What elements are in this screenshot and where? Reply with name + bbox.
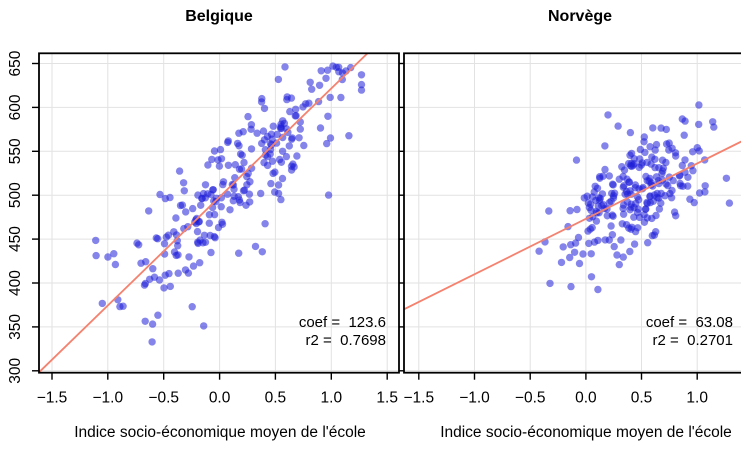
svg-text:0.0: 0.0: [209, 390, 231, 407]
svg-text:650: 650: [7, 50, 24, 76]
svg-text:450: 450: [7, 226, 24, 252]
plot-area: [39, 53, 369, 373]
panel-norvege: −1.5 −1.0 −0.5 0.0 0.5 1.0: [399, 52, 741, 407]
norvege-coef-annotation: coef = 63.08: [646, 314, 733, 331]
svg-text:−1.5: −1.5: [403, 390, 434, 407]
norvege-r2-annotation: r2 = 0.2701: [653, 332, 733, 349]
y-tick-labels: 300 350 400 450 500 550 600 650: [7, 50, 24, 384]
belgique-r2-annotation: r2 = 0.7698: [306, 332, 386, 349]
svg-text:1.0: 1.0: [686, 390, 708, 407]
svg-text:0.0: 0.0: [575, 390, 597, 407]
svg-text:−0.5: −0.5: [148, 390, 179, 407]
belgique-xaxis-label: Indice socio-économique moyen de l'école: [74, 424, 366, 441]
svg-text:400: 400: [7, 270, 24, 296]
svg-text:600: 600: [7, 94, 24, 120]
scatter-points: [535, 101, 734, 294]
svg-text:300: 300: [7, 357, 24, 383]
svg-text:500: 500: [7, 182, 24, 208]
panel-belgique-title: Belgique: [185, 8, 253, 25]
x-tick-labels: −1.5 −1.0 −0.5 0.0 0.5 1.0 1.5: [37, 390, 398, 407]
belgique-coef-annotation: coef = 123.6: [299, 314, 386, 331]
plot-frame: [403, 52, 741, 374]
svg-text:−1.0: −1.0: [92, 390, 123, 407]
svg-text:550: 550: [7, 138, 24, 164]
svg-text:1.0: 1.0: [321, 390, 343, 407]
svg-text:350: 350: [7, 314, 24, 340]
x-tick-labels: −1.5 −1.0 −0.5 0.0 0.5 1.0: [403, 390, 708, 407]
plot-frame: [38, 52, 400, 374]
svg-text:−1.5: −1.5: [37, 390, 68, 407]
svg-text:−1.0: −1.0: [459, 390, 490, 407]
regression-line: [404, 140, 741, 311]
svg-text:0.5: 0.5: [631, 390, 653, 407]
scatter-points: [92, 62, 366, 346]
regression-line: [39, 53, 369, 373]
svg-text:−0.5: −0.5: [515, 390, 546, 407]
axis-ticks: [32, 62, 388, 380]
plot-area: [404, 101, 741, 311]
norvege-xaxis-label: Indice socio-économique moyen de l'école: [440, 424, 732, 441]
panel-norvege-title: Norvège: [548, 8, 612, 25]
panel-belgique: −1.5 −1.0 −0.5 0.0 0.5 1.0 1.5 300 350 400 450 500 5…: [7, 50, 400, 407]
svg-text:0.5: 0.5: [265, 390, 287, 407]
svg-text:1.5: 1.5: [376, 390, 398, 407]
